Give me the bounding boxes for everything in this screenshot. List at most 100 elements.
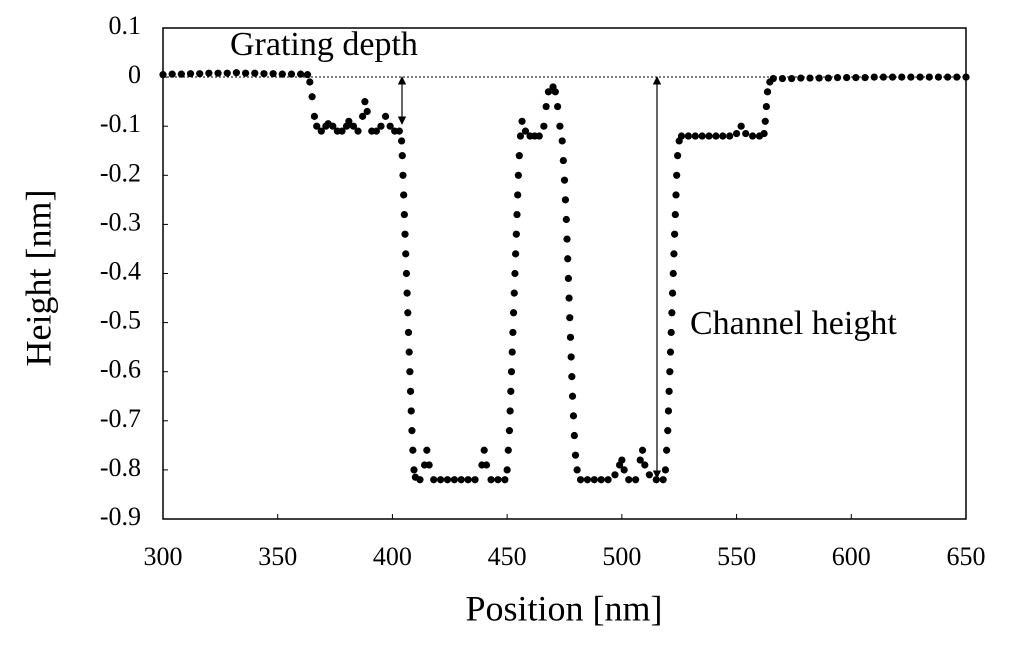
data-point	[916, 73, 924, 81]
y-tick-label: -0.8	[100, 453, 141, 482]
data-point	[861, 73, 869, 82]
data-point	[399, 171, 407, 179]
data-point	[513, 210, 521, 219]
data-point	[363, 107, 371, 116]
y-tick-label: -0.2	[100, 158, 141, 187]
data-point	[505, 427, 514, 435]
data-point	[402, 269, 411, 278]
data-point	[349, 122, 358, 130]
data-point	[665, 387, 673, 395]
data-point	[870, 73, 878, 81]
data-point	[400, 210, 408, 219]
data-point	[403, 289, 411, 297]
x-tick-label: 550	[717, 542, 756, 571]
annotation: Channel height	[690, 305, 897, 342]
data-point	[515, 152, 523, 160]
data-point	[405, 348, 413, 356]
data-point	[345, 117, 353, 125]
x-tick-label: 650	[947, 542, 986, 571]
data-point	[504, 446, 512, 454]
data-point	[404, 328, 413, 337]
data-point	[512, 230, 520, 238]
data-point	[386, 122, 394, 130]
data-point	[554, 102, 562, 111]
data-point	[944, 73, 952, 81]
data-point	[232, 69, 241, 77]
data-point	[535, 132, 543, 140]
data-point	[480, 446, 488, 454]
data-point	[450, 476, 458, 484]
data-point	[662, 446, 671, 454]
data-point	[760, 129, 768, 138]
data-point	[726, 132, 734, 140]
data-point	[562, 215, 570, 224]
data-point	[749, 132, 757, 140]
data-point	[406, 387, 415, 395]
data-point	[934, 73, 943, 81]
data-point	[672, 191, 680, 199]
data-point	[540, 122, 548, 130]
data-point	[564, 274, 573, 283]
data-point	[824, 74, 832, 82]
data-point	[852, 73, 860, 82]
data-point	[556, 122, 564, 130]
data-point	[666, 368, 674, 376]
data-point	[558, 137, 566, 145]
data-point	[691, 132, 699, 140]
data-point	[514, 171, 522, 179]
data-point	[423, 446, 431, 454]
y-tick-label: -0.3	[100, 207, 141, 236]
data-point	[313, 122, 321, 130]
data-point	[645, 471, 653, 479]
data-point	[677, 132, 686, 140]
data-point	[925, 73, 933, 81]
y-tick-label: -0.4	[100, 256, 141, 285]
data-point	[400, 191, 408, 199]
data-point	[879, 73, 888, 81]
data-point	[667, 328, 675, 337]
data-point	[407, 407, 415, 415]
data-point	[778, 74, 787, 83]
data-point	[501, 476, 509, 484]
data-point	[471, 476, 479, 484]
data-point	[542, 102, 550, 111]
data-point	[671, 230, 679, 238]
data-point	[698, 132, 706, 140]
x-tick-label: 300	[144, 542, 183, 571]
data-point	[561, 196, 570, 204]
data-point	[567, 353, 575, 361]
data-point	[737, 122, 745, 130]
data-point	[571, 451, 580, 459]
data-point	[395, 127, 403, 135]
data-point	[664, 407, 673, 415]
data-point	[521, 127, 530, 135]
data-point	[590, 476, 598, 484]
data-point	[560, 176, 569, 184]
annotation: Grating depth	[230, 26, 418, 63]
y-tick-label: -0.7	[100, 404, 141, 433]
data-point	[297, 70, 305, 78]
data-point	[769, 74, 777, 83]
data-point	[668, 309, 676, 317]
data-point	[570, 431, 578, 440]
data-point	[510, 289, 518, 297]
x-tick-label: 450	[488, 542, 527, 571]
data-point	[514, 191, 522, 199]
data-point	[260, 70, 268, 78]
data-point	[406, 368, 414, 376]
data-point	[953, 73, 961, 81]
data-point	[398, 137, 406, 145]
data-point	[214, 69, 222, 77]
data-point	[404, 309, 412, 317]
data-point	[507, 387, 515, 395]
data-point	[186, 70, 195, 78]
data-point	[742, 129, 750, 138]
data-point	[269, 70, 277, 78]
data-point	[732, 129, 741, 138]
data-point	[159, 71, 167, 79]
data-point	[410, 466, 418, 474]
data-point	[516, 132, 525, 140]
data-point	[625, 476, 633, 484]
data-point	[564, 255, 572, 263]
data-point	[494, 476, 502, 484]
